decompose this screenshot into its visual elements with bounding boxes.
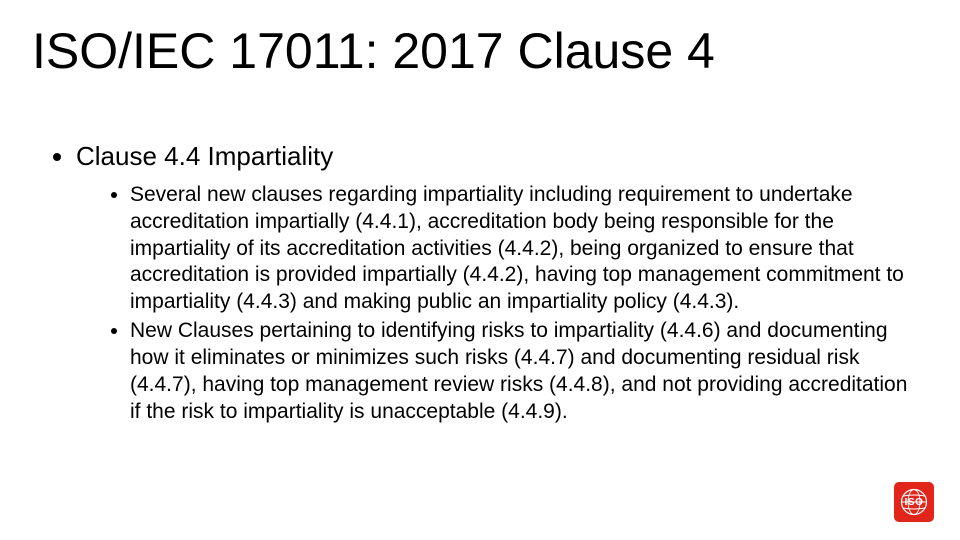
bullet-l2-item: Several new clauses regarding impartiali… bbox=[130, 182, 920, 316]
bullet-l1-text: Clause 4.4 Impartiality bbox=[76, 141, 333, 171]
slide-body: Clause 4.4 Impartiality Several new clau… bbox=[48, 140, 920, 428]
bullet-l1-item: Clause 4.4 Impartiality Several new clau… bbox=[76, 140, 920, 426]
globe-icon: ISO bbox=[900, 488, 928, 516]
iso-logo-text: ISO bbox=[900, 497, 928, 508]
bullet-list-level2: Several new clauses regarding impartiali… bbox=[76, 182, 920, 426]
slide-container: ISO/IEC 17011: 2017 Clause 4 Clause 4.4 … bbox=[0, 0, 960, 540]
iso-logo-box: ISO bbox=[894, 482, 934, 522]
slide-title: ISO/IEC 17011: 2017 Clause 4 bbox=[32, 22, 715, 80]
bullet-list-level1: Clause 4.4 Impartiality Several new clau… bbox=[48, 140, 920, 426]
bullet-l2-item: New Clauses pertaining to identifying ri… bbox=[130, 318, 920, 426]
iso-logo: ISO bbox=[894, 482, 934, 522]
bullet-l2-text: Several new clauses regarding impartiali… bbox=[130, 183, 904, 314]
bullet-l2-text: New Clauses pertaining to identifying ri… bbox=[130, 319, 907, 423]
